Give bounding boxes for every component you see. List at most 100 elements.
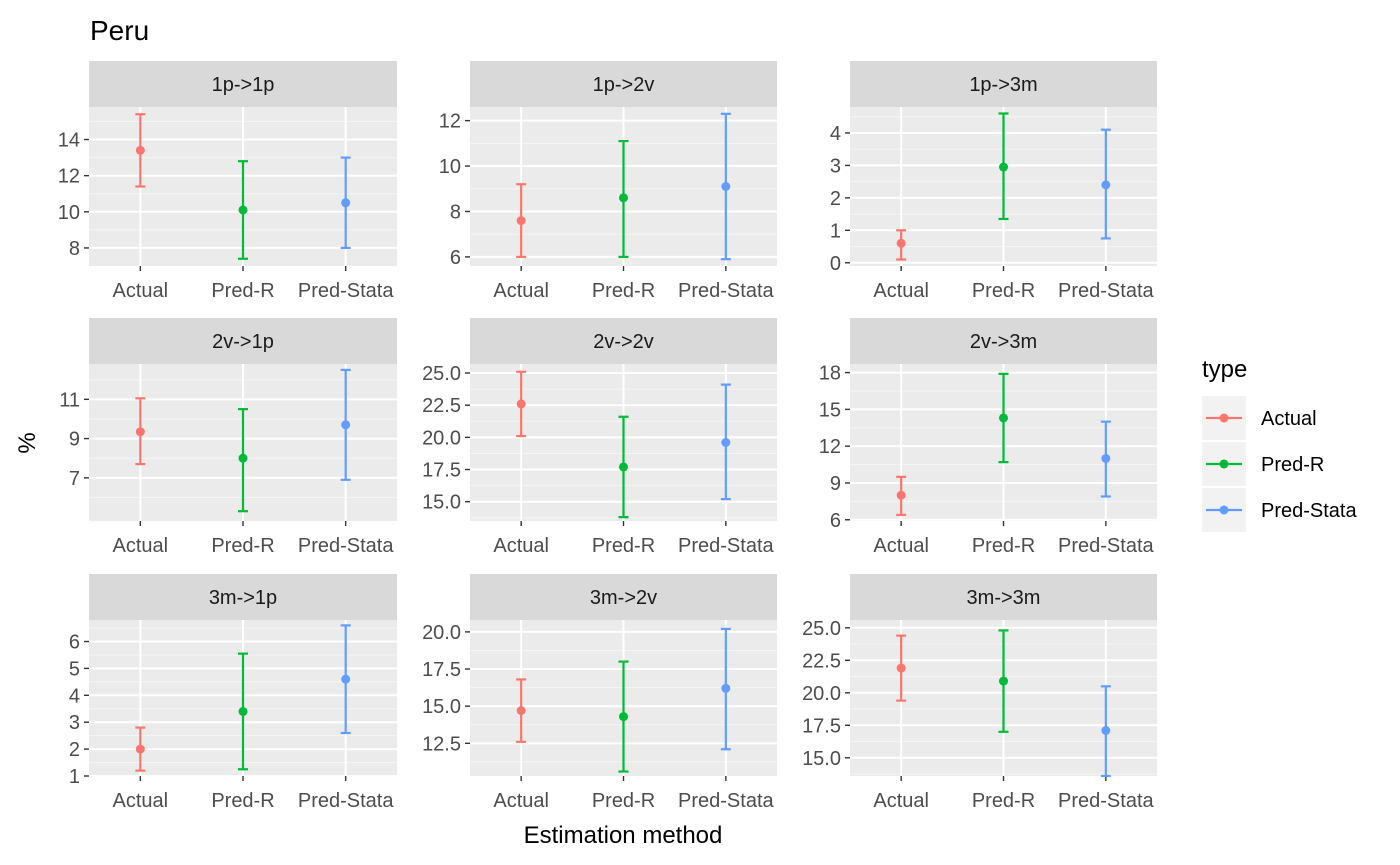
y-tick-label: 25.0	[422, 363, 461, 385]
errorbar-pred-stata	[720, 383, 731, 501]
data-point	[619, 462, 628, 472]
errorbar-pred-r	[238, 160, 248, 260]
data-point	[238, 453, 248, 463]
data-point	[516, 399, 526, 409]
x-tick-label: Pred-Stata	[298, 280, 394, 302]
facet-strip-label: 3m->1p	[209, 587, 277, 609]
errorbar-actual	[135, 726, 146, 772]
facet-panel: 3m->1p 1 2 3 4 5 6 Actual Pred-R Pred-Stata	[69, 574, 397, 812]
errorbar-actual	[896, 229, 907, 261]
legend-key-point	[1219, 413, 1229, 423]
errorbar-pred-stata	[1100, 128, 1111, 240]
legend-label: Pred-Stata	[1261, 500, 1357, 522]
facet-strip-label: 1p->3m	[969, 74, 1037, 96]
y-tick-label: 6	[450, 247, 461, 269]
y-tick-label: 3	[69, 712, 80, 734]
y-tick-label: 22.5	[422, 395, 461, 417]
errorbar-actual	[135, 397, 146, 466]
y-tick-label: 4	[830, 123, 841, 145]
data-point	[896, 663, 906, 673]
y-tick-label: 17.5	[802, 715, 841, 737]
data-point	[341, 198, 351, 208]
data-point	[341, 674, 351, 684]
chart-title: Peru	[90, 15, 149, 46]
legend-item-pred-r: Pred-R	[1202, 442, 1324, 486]
errorbar-pred-stata	[1100, 420, 1111, 498]
data-point	[619, 712, 628, 722]
y-tick-label: 17.5	[422, 460, 461, 482]
data-point	[1101, 180, 1111, 190]
errorbar-actual	[516, 370, 527, 438]
facet-strip	[89, 61, 397, 107]
data-point	[516, 706, 526, 716]
data-point	[999, 162, 1008, 172]
y-tick-label: 14	[58, 130, 80, 152]
data-point	[896, 238, 906, 248]
x-tick-label: Actual	[113, 790, 169, 812]
y-tick-label: 10	[439, 156, 461, 178]
errorbar-actual	[516, 183, 527, 259]
x-tick-label: Pred-R	[592, 535, 655, 557]
y-tick-label: 8	[69, 238, 80, 260]
y-tick-label: 0	[830, 253, 841, 275]
x-axis-title: Estimation method	[524, 822, 723, 849]
x-tick-label: Actual	[873, 535, 929, 557]
facet-panel: 3m->2v 12.5 15.0 17.5 20.0 Actual Pred-R Pred-S…	[422, 574, 777, 812]
y-tick-label: 20.0	[422, 427, 461, 449]
facet-panel: 2v->3m 6 9 12 15 18 Actual Pred-R Pred-Stata	[819, 318, 1157, 557]
x-tick-label: Pred-R	[211, 790, 274, 812]
facet-strip	[850, 61, 1157, 107]
data-point	[721, 438, 731, 447]
errorbar-pred-stata	[340, 156, 351, 250]
y-tick-label: 12.5	[422, 733, 461, 755]
legend-title: type	[1202, 356, 1247, 383]
x-tick-label: Actual	[493, 790, 549, 812]
data-point	[721, 683, 731, 693]
legend-item-actual: Actual	[1202, 396, 1317, 440]
errorbar-pred-stata	[720, 112, 731, 261]
x-tick-label: Actual	[873, 790, 929, 812]
y-tick-label: 9	[830, 473, 841, 495]
facet-panel: 1p->1p 8 10 12 14 Actual Pred-R Pred-Stata	[58, 61, 397, 302]
x-tick-label: Actual	[493, 280, 549, 302]
x-tick-label: Pred-R	[592, 280, 655, 302]
data-point	[238, 706, 248, 716]
x-tick-label: Actual	[873, 280, 929, 302]
y-tick-label: 10	[58, 202, 80, 224]
errorbar-pred-r	[998, 629, 1009, 733]
y-tick-label: 6	[830, 510, 841, 532]
y-tick-label: 12	[58, 166, 80, 188]
legend-label: Pred-R	[1261, 454, 1324, 476]
facet-strip-label: 1p->2v	[593, 74, 655, 96]
x-tick-label: Pred-R	[211, 280, 274, 302]
y-tick-label: 18	[819, 363, 841, 385]
facet-strip-label: 3m->2v	[590, 587, 657, 609]
y-tick-label: 7	[69, 468, 80, 490]
y-tick-label: 1	[69, 766, 80, 788]
facet-panel: 2v->1p 7 9 11 Actual Pred-R Pred-Stata	[59, 318, 397, 557]
facet-strip	[850, 574, 1157, 620]
x-tick-label: Pred-Stata	[298, 790, 394, 812]
errorbar-pred-r	[998, 372, 1009, 464]
x-tick-label: Pred-Stata	[1058, 280, 1154, 302]
y-tick-label: 20.0	[422, 622, 461, 644]
y-tick-label: 6	[69, 632, 80, 654]
errorbar-actual	[896, 634, 907, 702]
data-point	[999, 676, 1008, 686]
y-tick-label: 17.5	[422, 659, 461, 681]
facet-strip	[470, 574, 777, 620]
y-tick-label: 15.0	[802, 748, 841, 770]
x-tick-label: Pred-Stata	[678, 280, 774, 302]
x-tick-label: Actual	[113, 535, 169, 557]
facet-panel: 1p->3m 0 1 2 3 4 Actual Pred-R Pred-Stata	[830, 61, 1157, 302]
x-tick-label: Pred-R	[972, 535, 1035, 557]
y-tick-label: 12	[439, 111, 461, 133]
data-point	[896, 490, 906, 500]
errorbar-pred-stata	[340, 624, 351, 735]
data-point	[721, 182, 731, 191]
errorbar-pred-stata	[340, 368, 351, 481]
y-tick-label: 4	[69, 685, 80, 707]
errorbar-pred-r	[238, 652, 248, 771]
